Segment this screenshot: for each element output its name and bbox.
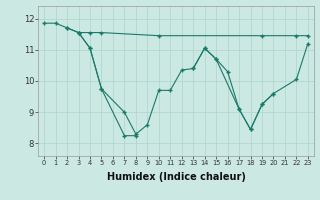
X-axis label: Humidex (Indice chaleur): Humidex (Indice chaleur) — [107, 172, 245, 182]
